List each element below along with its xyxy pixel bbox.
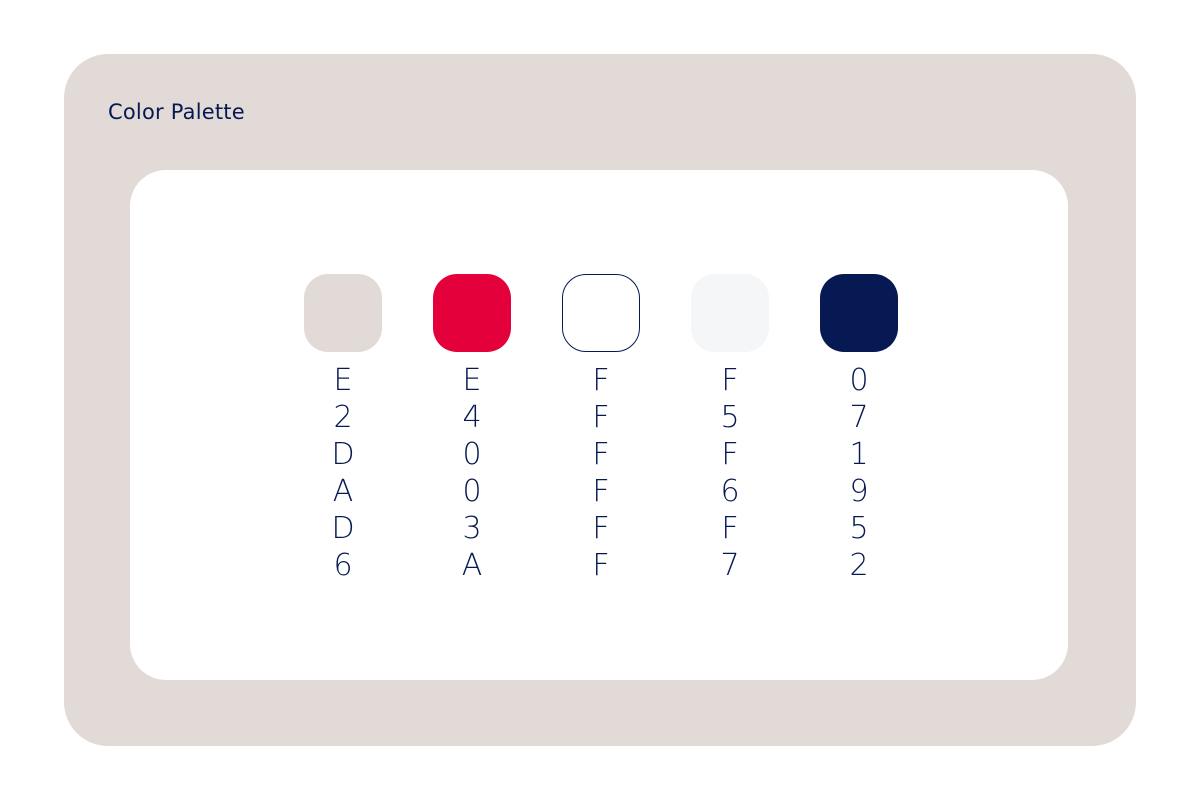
hex-character: F xyxy=(592,437,610,472)
hex-character: F xyxy=(592,363,610,398)
hex-character: D xyxy=(331,437,355,472)
hex-character: E xyxy=(333,363,353,398)
hex-character: F xyxy=(721,363,739,398)
hex-character: E xyxy=(462,363,482,398)
hex-character: 2 xyxy=(333,400,353,435)
hex-character: F xyxy=(592,548,610,583)
hex-character: 6 xyxy=(333,548,353,583)
hex-character: F xyxy=(721,511,739,546)
hex-character: 0 xyxy=(849,363,869,398)
hex-character: 2 xyxy=(849,548,869,583)
hex-character: 0 xyxy=(462,437,482,472)
hex-character: 7 xyxy=(849,400,869,435)
page-title: Color Palette xyxy=(108,100,245,124)
hex-character: 7 xyxy=(720,548,740,583)
color-swatch xyxy=(433,274,511,352)
color-swatch xyxy=(304,274,382,352)
color-swatch xyxy=(562,274,640,352)
hex-character: F xyxy=(592,400,610,435)
hex-character: D xyxy=(331,511,355,546)
hex-character: 9 xyxy=(849,474,869,509)
hex-character: 3 xyxy=(462,511,482,546)
hex-character: F xyxy=(721,437,739,472)
color-swatch xyxy=(691,274,769,352)
hex-character: A xyxy=(461,548,483,583)
hex-character: 5 xyxy=(849,511,869,546)
hex-character: 0 xyxy=(462,474,482,509)
hex-character: 1 xyxy=(849,437,869,472)
hex-character: A xyxy=(332,474,354,509)
hex-character: F xyxy=(592,511,610,546)
hex-character: 6 xyxy=(720,474,740,509)
hex-character: 5 xyxy=(720,400,740,435)
palette-card xyxy=(130,170,1068,680)
hex-character: 4 xyxy=(462,400,482,435)
color-swatch xyxy=(820,274,898,352)
hex-character: F xyxy=(592,474,610,509)
